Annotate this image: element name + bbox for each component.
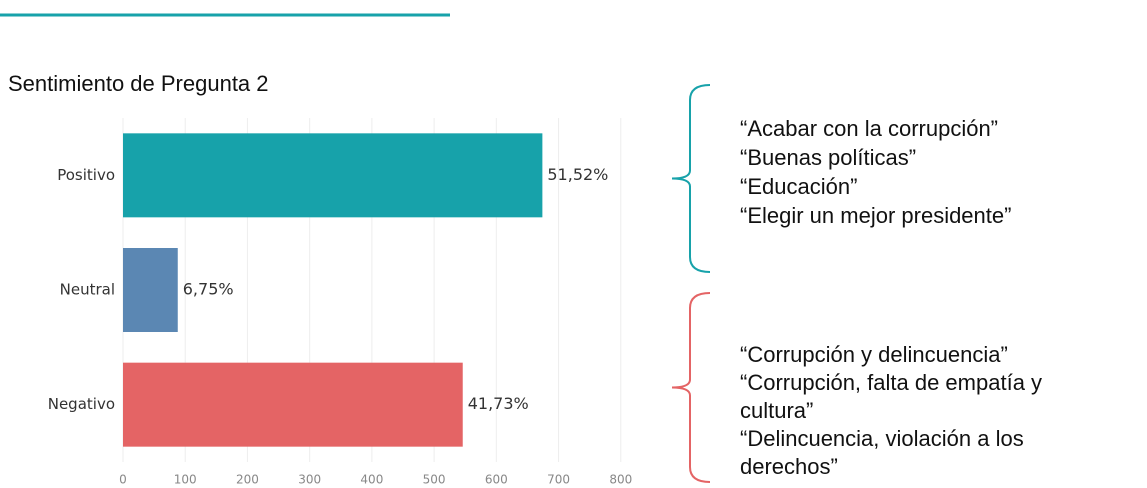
bracket (671, 84, 711, 273)
annotation-line: “Corrupción, falta de empatía y (740, 370, 1042, 395)
x-tick-label: 200 (236, 473, 259, 487)
bar (123, 362, 463, 447)
annotation-line: “Elegir un mejor presidente” (740, 203, 1011, 228)
annotation-line: “Buenas políticas” (740, 145, 916, 170)
bracket (671, 292, 711, 483)
x-tick-label: 100 (174, 473, 197, 487)
category-label: Positivo (57, 166, 115, 184)
x-tick-label: 500 (423, 473, 446, 487)
x-tick-label: 800 (609, 473, 632, 487)
value-label: 6,75% (183, 280, 234, 299)
annotation-line: “Acabar con la corrupción” (740, 116, 998, 141)
annotation-line: derechos” (740, 454, 838, 479)
bar (123, 248, 178, 332)
value-label: 51,52% (547, 165, 608, 184)
bar (123, 133, 543, 218)
value-label: 41,73% (468, 394, 529, 413)
annotation-line: “Educación” (740, 174, 857, 199)
x-tick-label: 600 (485, 473, 508, 487)
annotation-line: cultura” (740, 398, 813, 423)
category-label: Neutral (60, 281, 115, 299)
chart-title: Sentimiento de Pregunta 2 (8, 71, 269, 96)
x-tick-label: 700 (547, 473, 570, 487)
x-tick-label: 400 (360, 473, 383, 487)
category-label: Negativo (48, 395, 115, 413)
annotation-line: “Delincuencia, violación a los (740, 426, 1024, 451)
x-tick-label: 300 (298, 473, 321, 487)
x-tick-label: 0 (119, 473, 127, 487)
annotation-line: “Corrupción y delincuencia” (740, 342, 1008, 367)
